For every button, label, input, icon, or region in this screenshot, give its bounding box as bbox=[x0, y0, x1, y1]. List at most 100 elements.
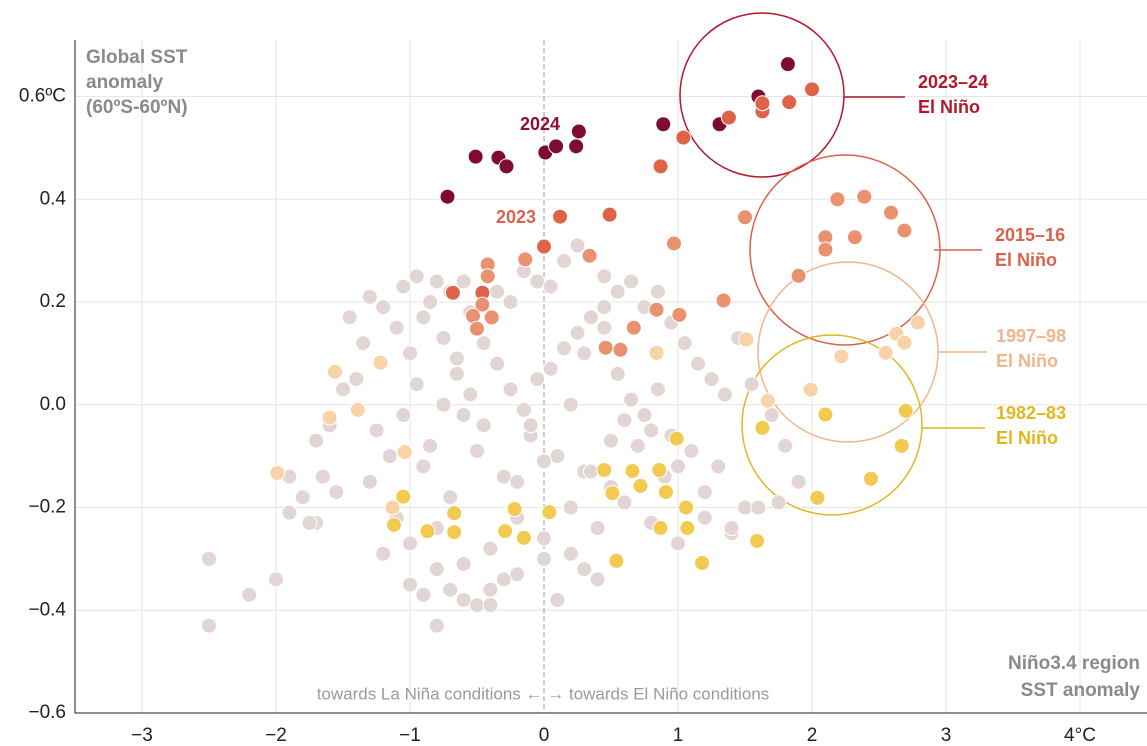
point bbox=[469, 597, 485, 614]
annotation: 2015–16 bbox=[995, 225, 1065, 245]
point bbox=[678, 499, 695, 516]
point bbox=[439, 188, 456, 205]
point bbox=[455, 556, 472, 573]
point bbox=[361, 473, 378, 490]
point bbox=[665, 235, 682, 252]
point bbox=[536, 453, 552, 470]
x-tick-label: 2 bbox=[807, 725, 818, 746]
point bbox=[596, 299, 613, 316]
x-axis-title: SST anomaly bbox=[1021, 680, 1141, 701]
point bbox=[396, 444, 413, 461]
point bbox=[509, 566, 526, 583]
point bbox=[883, 204, 900, 221]
point bbox=[384, 499, 401, 516]
point bbox=[694, 554, 711, 571]
point bbox=[723, 520, 740, 537]
point bbox=[603, 432, 619, 449]
point bbox=[435, 329, 452, 346]
point bbox=[596, 319, 613, 336]
point bbox=[833, 348, 850, 365]
point bbox=[582, 309, 599, 326]
x-tick-label: 1 bbox=[673, 725, 684, 746]
point bbox=[361, 288, 378, 305]
point bbox=[636, 407, 653, 424]
point bbox=[428, 273, 445, 290]
point bbox=[355, 335, 372, 352]
note: towards La Niña conditions ← → towards E… bbox=[317, 684, 770, 703]
point bbox=[779, 56, 796, 73]
point bbox=[462, 386, 479, 403]
point bbox=[455, 407, 472, 424]
point bbox=[469, 442, 485, 459]
point bbox=[422, 437, 439, 454]
point bbox=[809, 489, 826, 506]
x-tick-label: −1 bbox=[399, 725, 421, 746]
point bbox=[582, 463, 599, 480]
point-label: 2024 bbox=[520, 114, 560, 134]
point bbox=[609, 283, 626, 300]
point bbox=[402, 576, 418, 593]
point bbox=[625, 319, 642, 336]
point bbox=[896, 222, 913, 239]
point bbox=[469, 320, 485, 337]
point bbox=[536, 238, 552, 255]
point bbox=[349, 401, 366, 418]
point bbox=[422, 294, 439, 311]
point bbox=[495, 468, 512, 485]
point bbox=[668, 430, 685, 447]
point bbox=[201, 550, 217, 567]
point bbox=[750, 499, 767, 516]
y-axis-title: (60ºS-60ºN) bbox=[86, 97, 188, 118]
circles bbox=[679, 12, 987, 516]
point bbox=[652, 520, 669, 537]
point bbox=[502, 294, 519, 311]
point bbox=[569, 324, 586, 341]
point bbox=[201, 617, 217, 634]
point bbox=[474, 296, 491, 313]
point bbox=[482, 597, 499, 614]
point bbox=[616, 494, 633, 511]
point bbox=[556, 340, 573, 357]
point bbox=[368, 422, 385, 439]
y-tick-label: 0.2 bbox=[40, 291, 66, 312]
point bbox=[497, 523, 514, 540]
point bbox=[657, 484, 674, 501]
point bbox=[710, 458, 727, 475]
point bbox=[444, 284, 461, 301]
annotation: El Niño bbox=[918, 97, 980, 117]
point bbox=[589, 520, 606, 537]
point bbox=[569, 237, 586, 254]
point bbox=[442, 581, 459, 598]
point bbox=[475, 417, 492, 434]
point bbox=[612, 341, 629, 358]
point bbox=[328, 484, 345, 501]
point bbox=[542, 360, 559, 377]
point bbox=[455, 273, 472, 290]
point bbox=[482, 581, 499, 598]
point bbox=[442, 489, 459, 506]
point bbox=[790, 473, 807, 490]
point bbox=[529, 273, 546, 290]
point bbox=[372, 354, 389, 371]
point bbox=[596, 268, 613, 285]
point bbox=[671, 306, 688, 323]
x-tick-label: 3 bbox=[941, 725, 952, 746]
point bbox=[408, 376, 425, 393]
point bbox=[877, 344, 894, 361]
point bbox=[489, 355, 506, 372]
point bbox=[341, 309, 358, 326]
point bbox=[909, 314, 926, 331]
point bbox=[738, 331, 755, 348]
point bbox=[862, 470, 879, 487]
annotation: 2023–24 bbox=[918, 72, 988, 92]
point bbox=[446, 505, 463, 522]
point bbox=[608, 552, 625, 569]
point bbox=[643, 422, 660, 439]
point bbox=[759, 392, 776, 409]
point bbox=[576, 345, 593, 362]
point bbox=[549, 591, 566, 608]
point bbox=[489, 283, 506, 300]
point bbox=[294, 489, 311, 506]
point bbox=[648, 344, 665, 361]
